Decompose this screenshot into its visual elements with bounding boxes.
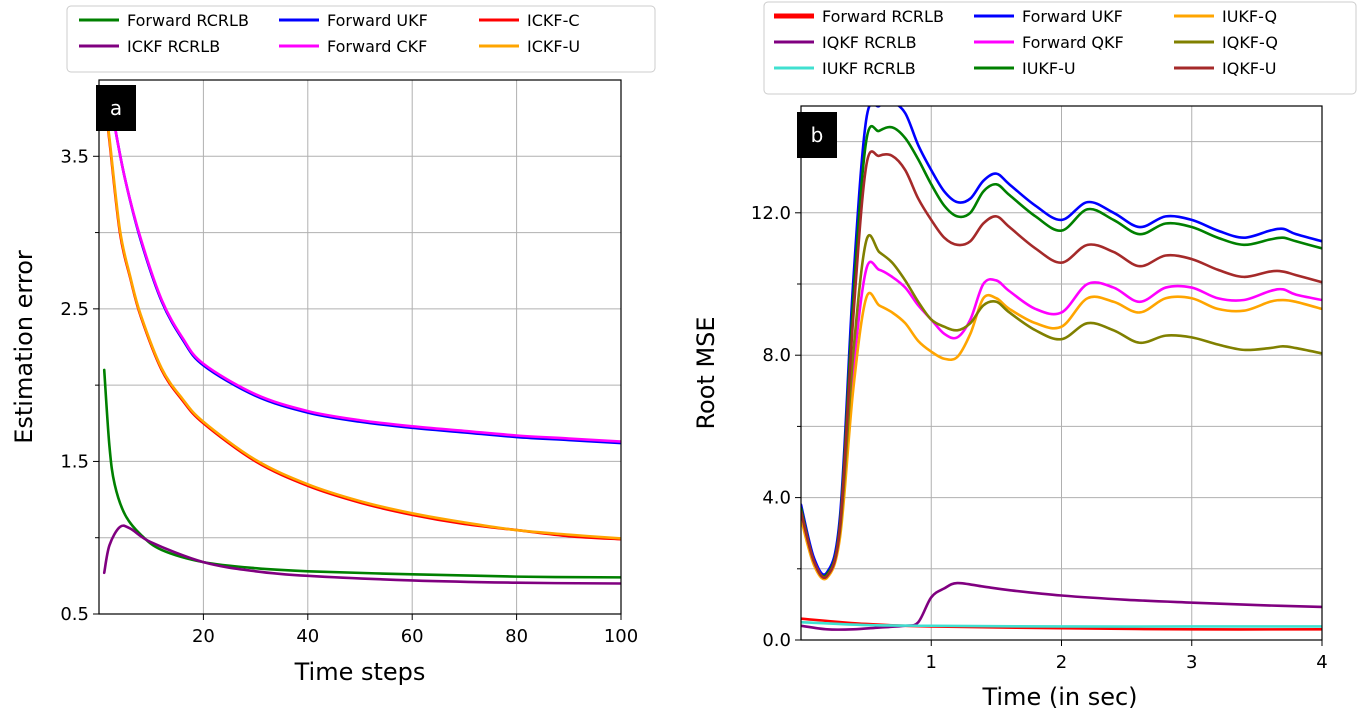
panel-b-gridlines <box>801 106 1323 641</box>
panel-a-legend-label-1-1: Forward CKF <box>327 37 427 56</box>
panel-b-xtick-label-0: 1 <box>926 652 937 673</box>
panel-a-xtick-label-1: 40 <box>296 626 319 647</box>
panel-a-legend-label-1-0: Forward UKF <box>327 11 428 30</box>
panel-a-legend-label-0-1: ICKF RCRLB <box>127 37 220 56</box>
panel-a-legend-box <box>66 5 656 73</box>
panel-a-xtick-label-0: 20 <box>192 626 215 647</box>
panel-a-series-forward-ckf <box>108 93 621 443</box>
panel-a: 20 40 60 80 100 0.5 1.5 2.5 3.5 a Time steps Est… <box>10 5 656 686</box>
panel-a-legend-label-2-1: ICKF-U <box>527 37 580 56</box>
panel-b-series-iukf-q <box>801 291 1322 581</box>
panel-b-x-axis-label: Time (in sec) <box>981 683 1137 711</box>
panel-b-xtick-label-2: 3 <box>1186 652 1197 673</box>
panel-b-series-lines <box>801 106 1322 631</box>
panel-a-legend: Forward RCRLB ICKF RCRLB Forward UKF Forwar… <box>66 5 656 73</box>
panel-a-y-axis-label: Estimation error <box>10 250 38 444</box>
panel-a-xtick-label-4: 100 <box>604 626 638 647</box>
panel-b-ticks: 1 2 3 4 0.0 4.0 8.0 12.0 <box>751 141 1328 673</box>
panel-b-ytick-label-3: 12.0 <box>751 203 791 224</box>
panel-b-tag: b <box>811 123 824 147</box>
panel-b-ytick-label-0: 0.0 <box>762 630 791 651</box>
panel-a-tag: a <box>110 96 122 120</box>
panel-a-ytick-label-1: 1.5 <box>60 451 89 472</box>
panel-a-ytick-label-2: 2.5 <box>60 299 89 320</box>
panel-b-ytick-label-2: 8.0 <box>762 345 791 366</box>
panel-b-series-iukf-u <box>801 125 1322 578</box>
panel-b-legend-label-1-0: Forward UKF <box>1022 7 1123 26</box>
panel-b-xtick-label-1: 2 <box>1056 652 1067 673</box>
panel-a-series-ickf-u <box>102 93 621 540</box>
panel-b-series-iqkf-q <box>801 233 1322 579</box>
panel-b-ytick-label-1: 4.0 <box>762 488 791 509</box>
panel-a-legend-label-0-0: Forward RCRLB <box>127 11 249 30</box>
panel-a-x-axis-label: Time steps <box>294 658 426 686</box>
panel-a-plot-frame <box>98 79 622 615</box>
panel-b-series-forward-qkf <box>801 260 1322 579</box>
panel-b-y-axis-label: Root MSE <box>692 316 720 429</box>
panel-a-ytick-label-3: 3.5 <box>60 146 89 167</box>
panel-b-legend-label-1-1: Forward QKF <box>1022 33 1124 52</box>
panel-b-legend-label-0-0: Forward RCRLB <box>822 7 944 26</box>
panel-b-series-iqkf-u <box>801 150 1322 579</box>
panel-b-legend-box <box>763 1 1357 95</box>
panel-b-legend-label-2-1: IQKF-Q <box>1222 33 1278 52</box>
panel-a-series-lines <box>102 93 621 585</box>
panel-b-series-iukf-rcrlb <box>801 620 1322 628</box>
panel-a-series-ickf-c <box>102 93 621 541</box>
panel-a-ticks: 20 40 60 80 100 0.5 1.5 2.5 3.5 <box>60 146 638 647</box>
panel-a-series-ickf-rcrlb <box>102 524 621 585</box>
panel-b-tag-box <box>797 112 837 158</box>
panel-b-legend: Forward RCRLB IQKF RCRLB IUKF RCRLB Forward… <box>763 1 1357 95</box>
panel-a-tag-box <box>96 85 136 131</box>
panel-b-legend-label-0-1: IQKF RCRLB <box>822 33 917 52</box>
panel-b-legend-label-1-2: IUKF-U <box>1022 59 1076 78</box>
panel-a-ytick-label-0: 0.5 <box>60 604 89 625</box>
panel-b-legend-label-2-0: IUKF-Q <box>1222 7 1277 26</box>
panel-b-series-iqkf-rcrlb <box>801 581 1322 631</box>
panel-b: 1 2 3 4 0.0 4.0 8.0 12.0 b Time (in sec) Root M… <box>692 1 1357 711</box>
panel-a-series-forward-ukf <box>108 93 621 445</box>
panel-a-xtick-label-3: 80 <box>505 626 528 647</box>
panel-b-legend-label-2-2: IQKF-U <box>1222 59 1277 78</box>
panel-b-legend-label-0-2: IUKF RCRLB <box>822 59 916 78</box>
panel-b-xtick-label-3: 4 <box>1316 652 1327 673</box>
panel-a-legend-label-2-0: ICKF-C <box>527 11 580 30</box>
panel-a-xtick-label-2: 60 <box>401 626 424 647</box>
